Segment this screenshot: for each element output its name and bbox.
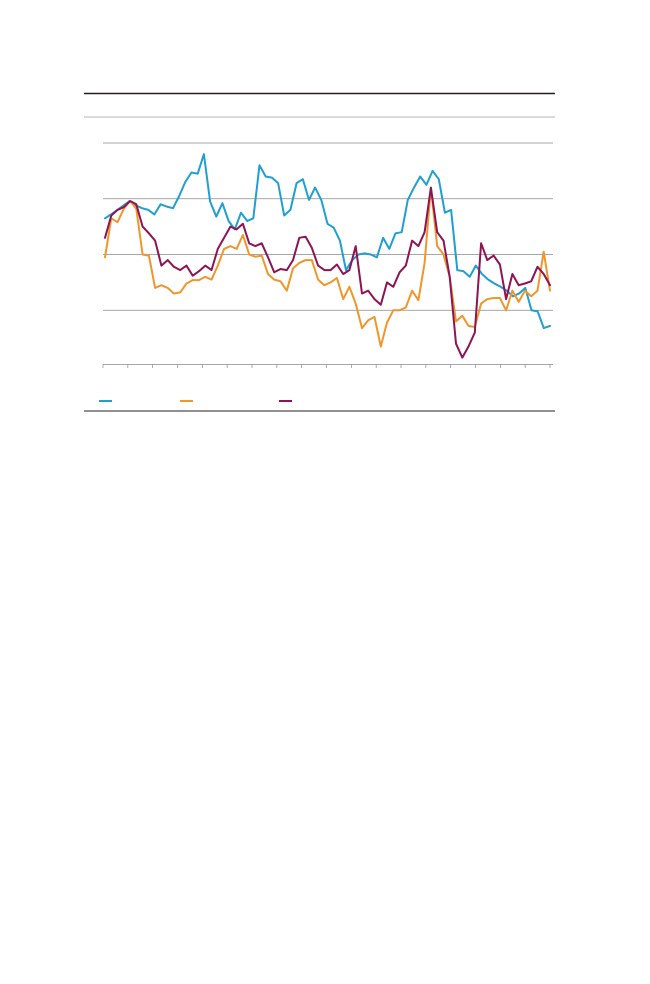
series-line-2	[104, 186, 551, 348]
plot-area	[104, 153, 551, 359]
series-line-1	[104, 153, 551, 330]
chart-gridlines	[103, 142, 553, 311]
series-line-3	[104, 186, 551, 359]
x-axis-ticks	[102, 364, 551, 368]
